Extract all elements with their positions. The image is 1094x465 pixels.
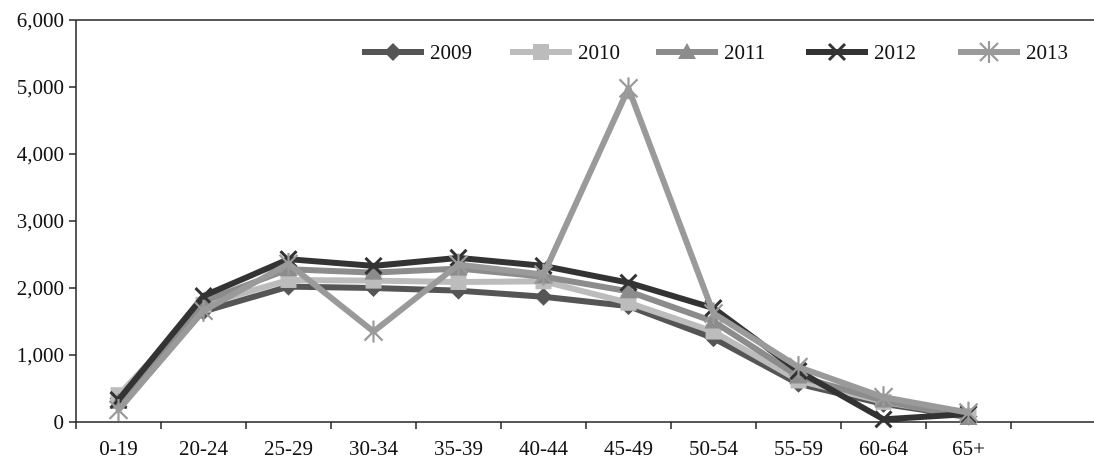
legend-item-2010: 2010 xyxy=(510,40,620,64)
data-point xyxy=(194,286,213,306)
data-point xyxy=(364,256,383,275)
y-tick-label: 0 xyxy=(54,410,65,434)
legend-label: 2011 xyxy=(724,40,765,64)
data-point xyxy=(364,263,383,280)
marker-stroke xyxy=(364,256,383,275)
legend: 2009 2010 2011 2012 2013 xyxy=(362,40,1068,64)
legend-marker xyxy=(979,41,999,63)
marker-stroke xyxy=(619,273,638,292)
marker-stroke xyxy=(874,410,893,429)
legend-marker xyxy=(384,43,402,61)
x-tick-label: 65+ xyxy=(952,436,985,460)
x-tick-label: 55-59 xyxy=(774,436,823,460)
series-line xyxy=(115,85,972,416)
legend-label: 2010 xyxy=(578,40,620,64)
data-point xyxy=(193,299,214,322)
legend-item-2012: 2012 xyxy=(806,40,916,64)
legend-marker xyxy=(827,42,847,62)
y-tick-label: 2,000 xyxy=(17,276,64,300)
data-point xyxy=(703,302,724,325)
series-2013 xyxy=(108,77,979,424)
x-tick-label: 35-39 xyxy=(434,436,483,460)
series-2009 xyxy=(109,277,978,426)
legend-marker xyxy=(678,43,696,59)
x-tick-label: 25-29 xyxy=(264,436,313,460)
y-tick-label: 5,000 xyxy=(17,75,64,99)
data-point xyxy=(873,386,894,409)
data-point xyxy=(874,410,893,429)
legend-item-2013: 2013 xyxy=(958,40,1068,64)
data-point xyxy=(450,273,467,290)
x-tick-label: 50-54 xyxy=(689,436,738,460)
axes: 0 1,000 2,000 3,000 4,000 5,000 6,000 0-19 20-24… xyxy=(17,8,1094,460)
series-layer xyxy=(108,77,979,429)
x-tick-label: 30-34 xyxy=(349,436,398,460)
y-tick-label: 1,000 xyxy=(17,343,64,367)
legend-label: 2012 xyxy=(874,40,916,64)
marker-stroke xyxy=(827,42,847,62)
data-point xyxy=(533,263,554,286)
y-tick-label: 4,000 xyxy=(17,142,64,166)
data-point xyxy=(620,294,637,311)
legend-item-2011: 2011 xyxy=(656,40,765,64)
legend-item-2009: 2009 xyxy=(362,40,472,64)
legend-marker xyxy=(533,44,549,60)
y-tick-label: 6,000 xyxy=(17,8,64,32)
x-tick-label: 40-44 xyxy=(519,436,568,460)
x-tick-label: 60-64 xyxy=(859,436,908,460)
data-point xyxy=(108,398,129,421)
marker-stroke xyxy=(194,286,213,306)
legend-label: 2013 xyxy=(1026,40,1068,64)
data-point xyxy=(278,252,299,275)
data-point xyxy=(619,273,638,292)
y-tick-label: 3,000 xyxy=(17,209,64,233)
data-point xyxy=(363,320,384,343)
legend-label: 2009 xyxy=(430,40,472,64)
data-point xyxy=(448,253,469,276)
x-tick-label: 45-49 xyxy=(604,436,653,460)
x-tick-label: 20-24 xyxy=(179,436,228,460)
data-point xyxy=(788,356,809,379)
data-point xyxy=(958,401,979,424)
x-tick-label: 0-19 xyxy=(99,436,138,460)
data-point xyxy=(619,282,638,299)
data-point xyxy=(618,77,639,100)
data-point xyxy=(534,287,553,306)
